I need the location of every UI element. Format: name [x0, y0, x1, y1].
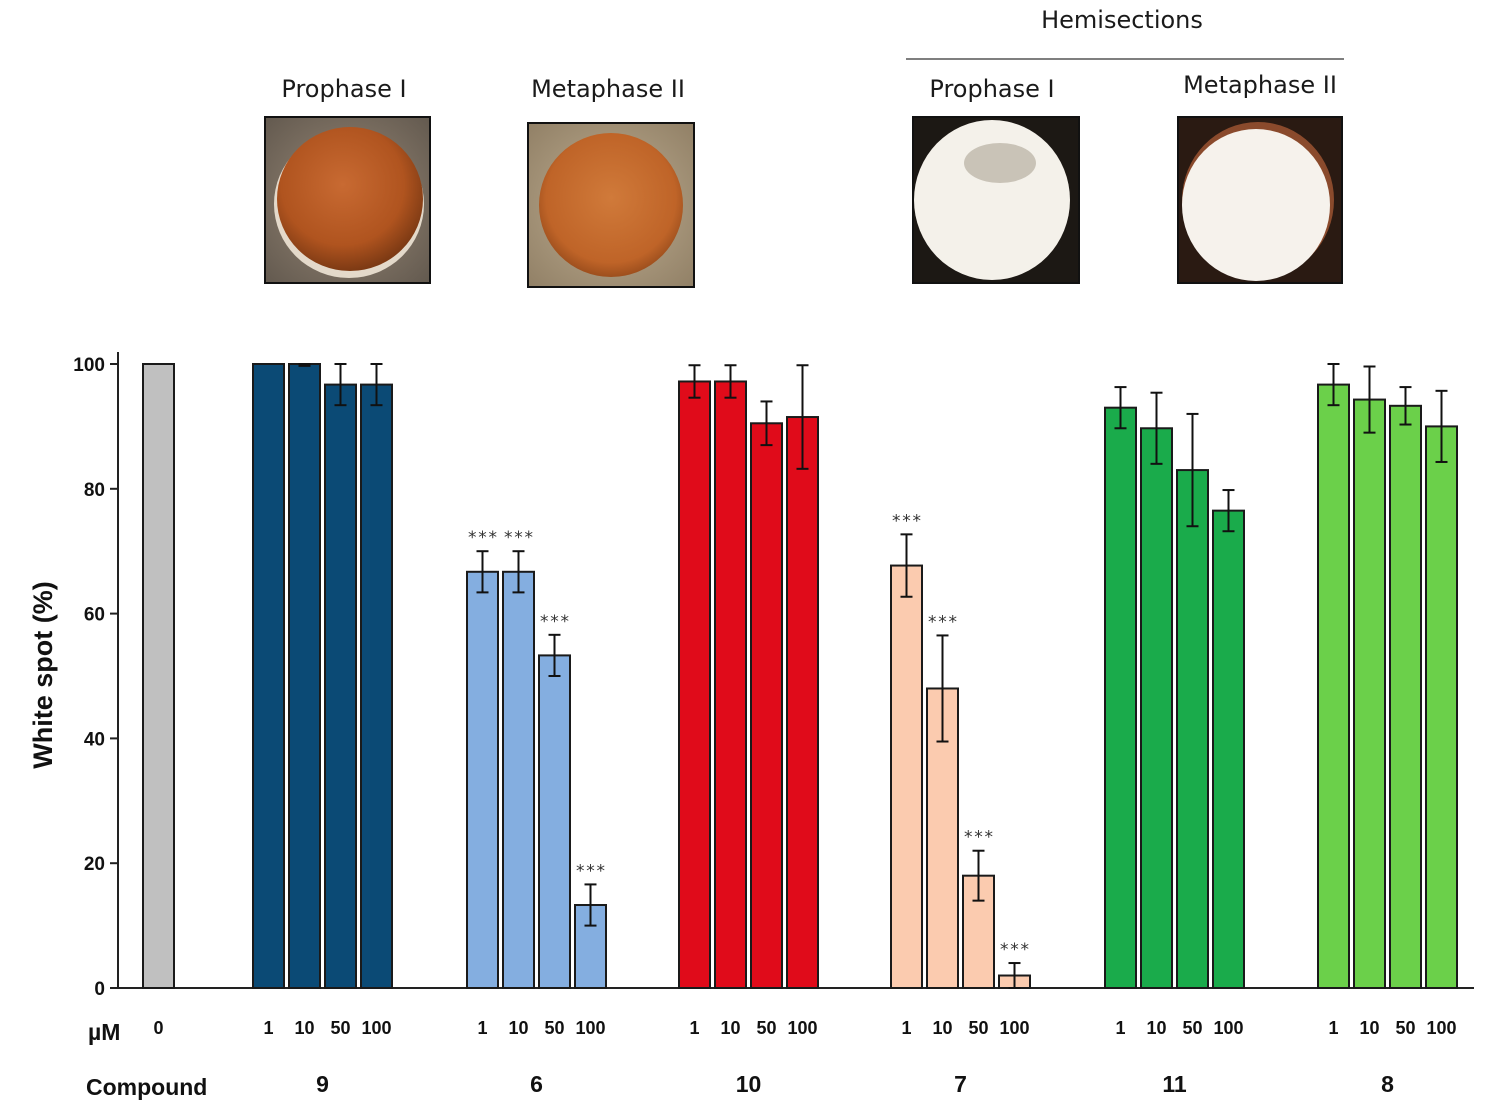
dose-label: 0 [153, 1018, 163, 1038]
compound-row-label: Compound [86, 1074, 207, 1100]
dose-label: 10 [508, 1018, 528, 1038]
y-tick-label: 80 [84, 480, 105, 501]
egg-image [1182, 129, 1330, 281]
bar [288, 363, 321, 989]
compound-label: 8 [1381, 1071, 1394, 1097]
dose-label: 100 [1426, 1018, 1456, 1038]
bar-chart: White spot (%) µM Compound 0 20 40 60 80 100 0… [28, 352, 1474, 1100]
egg-image [277, 127, 423, 271]
bar [786, 416, 819, 990]
photo-metaphase-hemisection: Metaphase II [1177, 71, 1343, 284]
dose-label: 50 [1395, 1018, 1415, 1038]
photo-prophase-hemisection: Prophase I [912, 75, 1080, 284]
photo-panel: Hemisections Prophase I Metaphase II Pro… [264, 6, 1344, 288]
dose-label: 10 [294, 1018, 314, 1038]
photo-label: Metaphase II [531, 75, 685, 103]
dose-label: 10 [932, 1018, 952, 1038]
bar [252, 363, 285, 989]
bar [714, 380, 747, 989]
dose-label: 50 [756, 1018, 776, 1038]
significance-mark: *** [539, 612, 570, 632]
bar [142, 363, 175, 989]
significance-mark: *** [999, 940, 1030, 960]
bar [1176, 469, 1209, 989]
egg-image [539, 133, 683, 277]
bar [1389, 404, 1422, 990]
bar [962, 874, 995, 989]
compound-label: 11 [1162, 1071, 1187, 1097]
dose-label: 10 [1146, 1018, 1166, 1038]
dose-label: 50 [968, 1018, 988, 1038]
dose-label: 1 [1115, 1018, 1125, 1038]
y-tick-label: 20 [84, 854, 105, 875]
photo-label: Metaphase II [1183, 71, 1337, 99]
compound-label: 6 [530, 1071, 543, 1097]
bar [750, 422, 783, 989]
compound-label: 7 [954, 1071, 967, 1097]
dose-label: 50 [1182, 1018, 1202, 1038]
bar [890, 564, 923, 989]
dose-label: 1 [901, 1018, 911, 1038]
dose-row-label: µM [88, 1019, 120, 1045]
significance-mark: *** [927, 612, 958, 632]
dose-label: 50 [544, 1018, 564, 1038]
dose-label: 1 [477, 1018, 487, 1038]
photo-metaphase-intact: Metaphase II [527, 75, 695, 288]
photo-prophase-intact: Prophase I [264, 75, 431, 284]
dose-label: 100 [1213, 1018, 1243, 1038]
dose-label: 100 [999, 1018, 1029, 1038]
compound-label: 10 [736, 1071, 762, 1097]
significance-mark: *** [575, 861, 606, 881]
significance-mark: *** [963, 828, 994, 848]
compound-label: 9 [316, 1071, 329, 1097]
significance-mark: *** [467, 528, 498, 548]
bar [1140, 427, 1173, 990]
dose-label: 10 [1359, 1018, 1379, 1038]
dose-label: 1 [689, 1018, 699, 1038]
y-tick-label: 60 [84, 605, 105, 626]
bar [502, 570, 535, 989]
dose-label: 1 [263, 1018, 273, 1038]
dose-label: 1 [1328, 1018, 1338, 1038]
y-axis-label: White spot (%) [28, 581, 58, 768]
dose-label: 50 [330, 1018, 350, 1038]
bar [1425, 425, 1458, 989]
bar [538, 654, 571, 990]
photo-label: Prophase I [929, 75, 1054, 103]
significance-mark: *** [503, 528, 534, 548]
dose-label: 100 [787, 1018, 817, 1038]
photo-label: Prophase I [281, 75, 406, 103]
bar [1104, 406, 1137, 989]
dose-label: 100 [575, 1018, 605, 1038]
white-spot-area [964, 143, 1036, 183]
bar [1212, 509, 1245, 989]
dose-label: 100 [361, 1018, 391, 1038]
y-tick-label: 100 [73, 355, 105, 376]
bar [678, 380, 711, 989]
y-tick-label: 0 [94, 979, 105, 1000]
y-tick-label: 40 [84, 729, 105, 750]
bar [324, 383, 357, 990]
hemisections-label: Hemisections [1041, 6, 1203, 34]
bar [466, 570, 499, 989]
significance-mark: *** [891, 511, 922, 531]
bar [360, 383, 393, 990]
bar [1317, 383, 1350, 990]
bar [1353, 398, 1386, 989]
dose-label: 10 [720, 1018, 740, 1038]
